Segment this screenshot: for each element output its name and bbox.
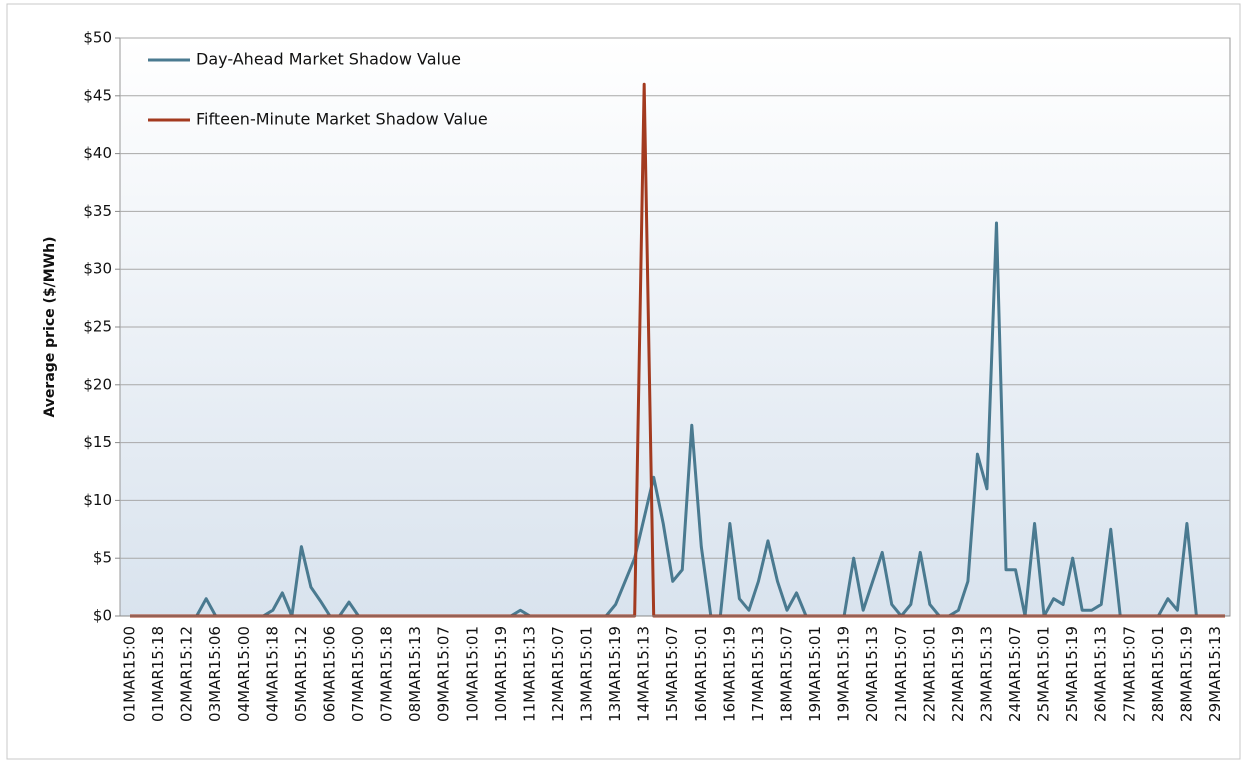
y-tick-label: $0 — [93, 607, 112, 625]
x-tick-label: 07MAR15:00 — [349, 626, 367, 722]
y-tick-label: $25 — [83, 318, 112, 336]
x-tick-label: 12MAR15:07 — [549, 626, 567, 722]
legend-label: Fifteen-Minute Market Shadow Value — [196, 110, 488, 129]
x-tick-label: 20MAR15:13 — [863, 626, 881, 722]
x-tick-label: 02MAR15:12 — [178, 626, 196, 722]
y-axis-label: Average price ($/MWh) — [42, 236, 58, 417]
x-tick-label: 23MAR15:13 — [977, 626, 995, 722]
x-tick-label: 18MAR15:07 — [778, 626, 796, 722]
y-tick-label: $20 — [83, 375, 112, 393]
x-tick-label: 04MAR15:00 — [235, 626, 253, 722]
x-tick-label: 25MAR15:19 — [1063, 626, 1081, 722]
x-tick-label: 22MAR15:01 — [920, 626, 938, 722]
x-tick-label: 16MAR15:01 — [692, 626, 710, 722]
y-tick-label: $5 — [93, 549, 112, 567]
series-line — [130, 221, 1225, 618]
x-tick-label: 07MAR15:18 — [378, 626, 396, 722]
x-tick-label: 13MAR15:01 — [578, 626, 596, 722]
x-tick-label: 27MAR15:07 — [1120, 626, 1138, 722]
x-tick-label: 10MAR15:19 — [492, 626, 510, 722]
legend-label: Day-Ahead Market Shadow Value — [196, 50, 461, 69]
y-tick-label: $30 — [83, 260, 112, 278]
x-tick-label: 13MAR15:19 — [606, 626, 624, 722]
x-tick-label: 04MAR15:18 — [263, 626, 281, 722]
x-tick-label: 11MAR15:13 — [520, 626, 538, 722]
x-tick-label: 26MAR15:13 — [1092, 626, 1110, 722]
y-tick-label: $50 — [83, 29, 112, 47]
x-tick-label: 28MAR15:01 — [1149, 626, 1167, 722]
y-tick-label: $45 — [83, 86, 112, 104]
x-tick-label: 24MAR15:07 — [1006, 626, 1024, 722]
x-tick-label: 15MAR15:07 — [663, 626, 681, 722]
y-tick-label: $35 — [83, 202, 112, 220]
x-tick-label: 09MAR15:07 — [435, 626, 453, 722]
x-tick-label: 14MAR15:13 — [635, 626, 653, 722]
x-tick-label: 05MAR15:12 — [292, 626, 310, 722]
x-tick-label: 28MAR15:19 — [1177, 626, 1195, 722]
x-tick-label: 01MAR15:18 — [149, 626, 167, 722]
x-tick-label: 19MAR15:19 — [835, 626, 853, 722]
x-tick-label: 01MAR15:00 — [121, 626, 139, 722]
x-tick-label: 25MAR15:01 — [1035, 626, 1053, 722]
chart-frame — [6, 3, 1241, 760]
x-tick-label: 03MAR15:06 — [206, 626, 224, 722]
x-tick-label: 29MAR15:13 — [1206, 626, 1224, 722]
x-tick-label: 08MAR15:13 — [406, 626, 424, 722]
x-tick-label: 06MAR15:06 — [320, 626, 338, 722]
x-tick-label: 21MAR15:07 — [892, 626, 910, 722]
x-tick-label: 22MAR15:19 — [949, 626, 967, 722]
x-tick-label: 19MAR15:01 — [806, 626, 824, 722]
x-tick-label: 16MAR15:19 — [720, 626, 738, 722]
y-tick-label: $40 — [83, 144, 112, 162]
x-tick-label: 10MAR15:01 — [463, 626, 481, 722]
y-tick-label: $15 — [83, 433, 112, 451]
y-tick-label: $10 — [83, 491, 112, 509]
x-tick-label: 17MAR15:13 — [749, 626, 767, 722]
